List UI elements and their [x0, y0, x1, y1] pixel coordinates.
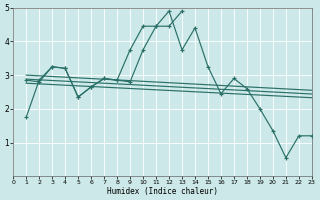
X-axis label: Humidex (Indice chaleur): Humidex (Indice chaleur)	[107, 187, 218, 196]
